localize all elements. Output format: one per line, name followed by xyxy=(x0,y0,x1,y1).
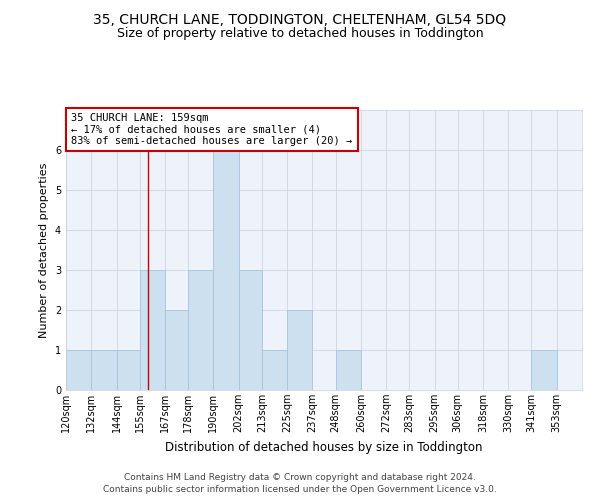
Bar xyxy=(91,350,116,390)
Text: 35 CHURCH LANE: 159sqm
← 17% of detached houses are smaller (4)
83% of semi-deta: 35 CHURCH LANE: 159sqm ← 17% of detached… xyxy=(71,113,352,146)
Bar xyxy=(140,270,165,390)
Y-axis label: Number of detached properties: Number of detached properties xyxy=(40,162,49,338)
Text: Size of property relative to detached houses in Toddington: Size of property relative to detached ho… xyxy=(116,28,484,40)
Bar xyxy=(165,310,188,390)
Bar xyxy=(214,150,239,390)
Bar xyxy=(116,350,140,390)
Bar xyxy=(335,350,361,390)
Text: 35, CHURCH LANE, TODDINGTON, CHELTENHAM, GL54 5DQ: 35, CHURCH LANE, TODDINGTON, CHELTENHAM,… xyxy=(94,12,506,26)
Bar xyxy=(532,350,557,390)
Bar xyxy=(66,350,91,390)
X-axis label: Distribution of detached houses by size in Toddington: Distribution of detached houses by size … xyxy=(165,440,483,454)
Bar xyxy=(239,270,262,390)
Bar xyxy=(262,350,287,390)
Bar xyxy=(188,270,214,390)
Text: Contains HM Land Registry data © Crown copyright and database right 2024.: Contains HM Land Registry data © Crown c… xyxy=(124,472,476,482)
Text: Contains public sector information licensed under the Open Government Licence v3: Contains public sector information licen… xyxy=(103,485,497,494)
Bar xyxy=(287,310,313,390)
